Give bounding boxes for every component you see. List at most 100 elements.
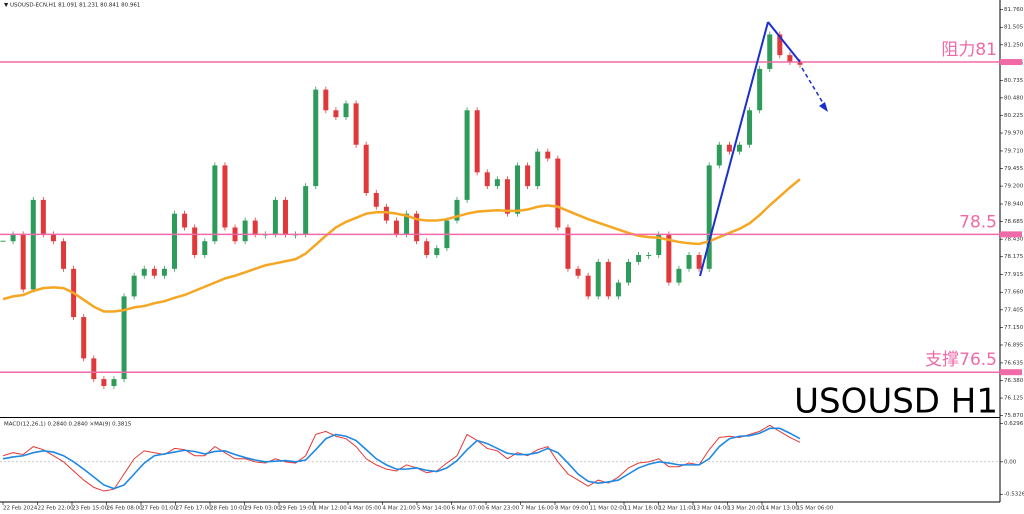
candle — [172, 213, 178, 269]
level-price-tag — [1000, 59, 1022, 66]
trend-arrow — [801, 67, 827, 109]
candle — [716, 144, 722, 166]
candle — [161, 268, 167, 276]
x-tick-label: 27 Feb 01:00 — [141, 506, 178, 512]
candle — [636, 255, 642, 262]
candle — [222, 165, 228, 228]
y-tick-label: 79.455 — [1004, 166, 1024, 172]
candle — [464, 110, 470, 200]
y-tick-label: 80.480 — [1004, 95, 1024, 101]
candle — [767, 34, 773, 69]
candle — [40, 199, 46, 235]
x-tick-label: 7 Mar 16:00 — [521, 506, 555, 512]
candle — [131, 275, 137, 297]
x-tick-label: 8 Mar 09:00 — [555, 506, 589, 512]
candle — [313, 89, 319, 187]
macd-y-tick-label: 0.6296 — [1004, 421, 1024, 427]
candle — [81, 317, 87, 359]
candle — [424, 241, 430, 256]
candle — [525, 165, 531, 187]
x-tick-label: 29 Feb 19:00 — [279, 506, 316, 512]
candle — [545, 151, 551, 159]
candle — [242, 220, 248, 242]
macd-y-tick-label: 0.00 — [1004, 459, 1017, 465]
candle — [676, 268, 682, 283]
candle — [605, 261, 611, 297]
candle — [696, 255, 702, 269]
x-tick-label: 11 Mar 02:00 — [590, 506, 627, 512]
candle — [10, 234, 16, 242]
candle — [535, 151, 541, 187]
trend-line — [767, 21, 801, 63]
candle — [353, 103, 359, 145]
candle — [615, 282, 621, 297]
x-tick-label: 29 Feb 03:00 — [245, 506, 282, 512]
x-tick-label: 6 Mar 23:00 — [486, 506, 520, 512]
y-tick-label: 80.225 — [1004, 113, 1024, 119]
x-tick-label: 1 Mar 12:00 — [314, 506, 348, 512]
candle — [474, 110, 480, 173]
x-tick-label: 11 Mar 18:00 — [624, 506, 661, 512]
symbol-title: USOUSD H1 — [794, 382, 998, 422]
candle — [494, 179, 500, 187]
level-label: 支撑76.5 — [925, 350, 997, 370]
candle — [212, 165, 218, 242]
x-tick-label: 23 Feb 15:00 — [72, 506, 109, 512]
level-label: 阻力81 — [941, 40, 997, 60]
candle — [252, 220, 258, 235]
x-tick-label: 22 Feb 22:00 — [38, 506, 75, 512]
candle — [202, 241, 208, 256]
candle — [726, 144, 732, 152]
y-tick-label: 77.405 — [1004, 307, 1024, 313]
candle — [151, 268, 157, 276]
candle — [333, 110, 339, 118]
candle — [646, 255, 652, 257]
x-tick-label: 26 Feb 08:00 — [107, 506, 144, 512]
x-tick-label: 27 Feb 17:00 — [176, 506, 213, 512]
candle — [393, 220, 399, 235]
candle — [595, 261, 601, 297]
candle — [101, 379, 107, 386]
y-tick-label: 76.895 — [1004, 342, 1024, 348]
candle — [383, 206, 389, 221]
candle — [515, 165, 521, 214]
candle — [565, 227, 571, 269]
y-tick-label: 76.635 — [1004, 360, 1024, 366]
x-tick-label: 13 Mar 20:00 — [728, 506, 765, 512]
y-tick-label: 79.710 — [1004, 148, 1024, 154]
x-tick-label: 15 Mar 06:00 — [797, 506, 834, 512]
candle — [434, 248, 440, 256]
macd-y-tick-label: -0.5326 — [1004, 492, 1024, 498]
candle — [747, 110, 753, 145]
candle — [757, 68, 763, 111]
x-tick-label: 6 Mar 07:00 — [452, 506, 486, 512]
candle — [736, 144, 742, 152]
candle — [585, 275, 591, 297]
candle — [555, 158, 561, 228]
y-tick-label: 77.150 — [1004, 325, 1024, 331]
candle — [272, 199, 278, 235]
x-tick-label: 12 Mar 11:00 — [659, 506, 696, 512]
y-tick-label: 81.250 — [1004, 42, 1024, 48]
candle — [141, 268, 147, 276]
y-tick-label: 81.760 — [1004, 7, 1024, 13]
macd-line — [2, 424, 801, 492]
candle — [625, 261, 631, 283]
y-tick-label: 77.660 — [1004, 290, 1024, 296]
candle — [50, 234, 56, 242]
candle — [61, 241, 67, 269]
x-tick-label: 28 Feb 10:00 — [210, 506, 247, 512]
macd-line — [2, 427, 801, 490]
y-tick-label: 75.870 — [1004, 413, 1024, 419]
candle — [706, 165, 712, 269]
x-tick-label: 4 Mar 05:00 — [348, 506, 382, 512]
candle — [182, 213, 188, 228]
x-tick-label: 4 Mar 21:00 — [383, 506, 417, 512]
y-tick-label: 81.505 — [1004, 25, 1024, 31]
y-tick-label: 79.970 — [1004, 131, 1024, 137]
chart-header: ▼ USOUSD-ECN,H1 81.091 81.231 80.841 80.… — [4, 3, 140, 9]
y-tick-label: 78.940 — [1004, 202, 1024, 208]
level-label: 78.5 — [959, 212, 997, 232]
candle — [504, 179, 510, 214]
